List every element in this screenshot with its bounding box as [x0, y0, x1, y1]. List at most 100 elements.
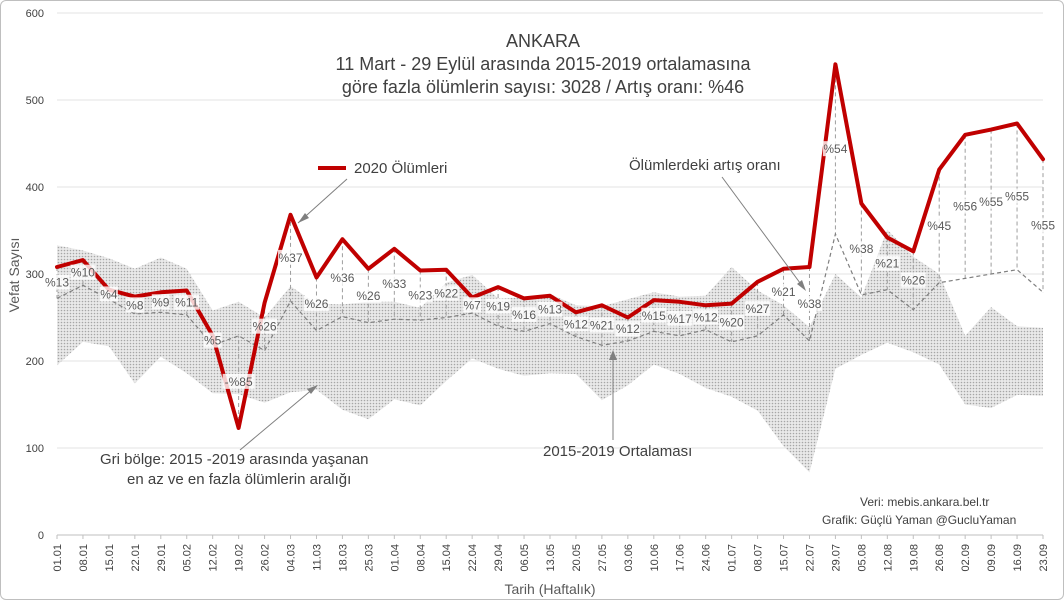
x-tick-label: 08.01 — [78, 544, 90, 572]
x-tick-label: 23.09 — [1038, 544, 1050, 572]
x-tick-label: 06.05 — [519, 544, 531, 572]
gridlines — [57, 12, 1043, 536]
percent-label: %12 — [694, 311, 718, 325]
y-tick-label: 200 — [26, 356, 44, 368]
percent-label-bg — [355, 287, 381, 303]
x-tick-label: 26.08 — [934, 544, 946, 572]
min-max-range-band — [57, 229, 1043, 473]
percent-label-bg — [667, 310, 693, 326]
rate-arrow — [721, 176, 804, 288]
x-tick-label: 16.09 — [1012, 544, 1024, 572]
percent-label: %21 — [590, 318, 614, 332]
x-tick-label: 02.09 — [960, 544, 972, 572]
average-arrowhead — [609, 350, 617, 360]
percent-label: %7 — [463, 298, 481, 312]
x-axis-ticks: 01.01 08.01 15.01 22.01 29.01 05.02 12.02 19.02… — [52, 535, 1050, 572]
chart-title-line-1: ANKARA — [506, 31, 580, 51]
x-tick-label: 05.02 — [182, 544, 194, 572]
percent-labels: %13%10%4%8 %9 %11%5-%85%26%37%26%36%26%33%… — [44, 141, 1056, 389]
x-tick-label: 17.06 — [675, 544, 687, 572]
y-tick-label: 0 — [38, 530, 44, 542]
x-tick-label: 01.04 — [389, 544, 401, 572]
percent-label-bg — [796, 296, 822, 312]
x-tick-label: 26.02 — [260, 544, 272, 572]
percent-label-bg — [900, 272, 926, 288]
y-axis-ticks: 0 100 200 300 400 500 600 — [26, 8, 44, 542]
x-tick-label: 01.01 — [52, 544, 64, 572]
x-tick-label: 27.05 — [597, 544, 609, 572]
x-tick-label: 15.01 — [104, 544, 116, 572]
percent-label-bg — [719, 314, 745, 330]
x-tick-label: 04.03 — [286, 544, 298, 572]
gray-zone-annotation-line-2: en az ve en fazla ölümlerin aralığı — [127, 471, 351, 488]
x-tick-label: 29.01 — [156, 544, 168, 572]
percent-label: %23 — [408, 288, 432, 302]
percent-label: %13 — [538, 303, 562, 317]
percent-label: %38 — [797, 297, 821, 311]
percent-label-bg — [615, 321, 641, 337]
x-tick-label: 01.07 — [727, 544, 739, 572]
percent-label-bg — [641, 307, 667, 323]
x-tick-label: 20.05 — [571, 544, 583, 572]
x-tick-label: 13.05 — [545, 544, 557, 572]
percent-label-bg — [151, 294, 170, 310]
percent-label: %16 — [512, 308, 536, 322]
author-credit: Grafik: Güçlü Yaman @GucluYaman — [822, 513, 1016, 527]
chart-title-line-2: 11 Mart - 29 Eylül arasında 2015-2019 or… — [336, 54, 752, 74]
x-tick-label: 15.07 — [779, 544, 791, 572]
percent-label-bg — [433, 285, 459, 301]
percent-label-bg — [745, 300, 771, 316]
percent-label: %45 — [927, 219, 951, 233]
percent-label-bg — [44, 274, 70, 290]
x-axis-label: Tarih (Haftalık) — [504, 581, 595, 597]
rate-arrowhead — [797, 280, 806, 291]
x-tick-label: 29.07 — [830, 544, 842, 572]
rate-annotation: Ölümlerdeki artış oranı — [629, 156, 781, 174]
x-tick-label: 08.07 — [753, 544, 765, 572]
percent-label-bg — [174, 294, 200, 310]
y-tick-label: 400 — [26, 182, 44, 194]
percent-label: %22 — [434, 287, 458, 301]
percent-label-bg — [222, 373, 255, 389]
percent-label: %13 — [45, 276, 69, 290]
x-tick-label: 12.02 — [208, 544, 220, 572]
percent-label: %56 — [953, 200, 977, 214]
legend-2020-arrowhead — [298, 213, 309, 223]
percent-label: %8 — [126, 298, 144, 312]
percent-label: %15 — [642, 309, 666, 323]
percent-label-bg — [589, 317, 615, 333]
average-annotation: 2015-2019 Ortalaması — [543, 443, 692, 460]
gray-zone-arrowhead — [307, 385, 318, 394]
percent-label-bg — [329, 269, 355, 285]
percent-label-bg — [874, 255, 900, 271]
percent-label-bg — [978, 193, 1004, 209]
chart-title-line-3: göre fazla ölümlerin sayısı: 3028 / Artı… — [342, 77, 744, 97]
x-tick-label: 08.04 — [415, 544, 427, 572]
percent-label-bg — [485, 298, 511, 314]
x-tick-label: 10.06 — [649, 544, 661, 572]
x-tick-label: 03.06 — [623, 544, 635, 572]
x-tick-label: 18.03 — [337, 544, 349, 572]
y-tick-label: 300 — [26, 269, 44, 281]
series-line-2020 — [55, 62, 1045, 430]
x-tick-label: 19.08 — [908, 544, 920, 572]
percent-label-bg — [952, 198, 978, 214]
percent-label-bg — [1030, 217, 1056, 233]
percent-label: %10 — [71, 266, 95, 280]
percent-label: %4 — [100, 287, 118, 301]
percent-label: %27 — [746, 302, 770, 316]
percent-label: %26 — [901, 274, 925, 288]
source-credit: Veri: mebis.ankara.bel.tr — [860, 495, 989, 509]
percent-label-bg — [563, 316, 589, 332]
percent-label: %19 — [486, 300, 510, 314]
percent-label: %33 — [382, 277, 406, 291]
percent-label-bg — [252, 318, 278, 334]
percent-label-bg — [822, 141, 848, 157]
x-tick-label: 05.08 — [856, 544, 868, 572]
percent-label: %55 — [1005, 190, 1029, 204]
percent-label-bg — [278, 249, 304, 265]
x-tick-label: 25.03 — [363, 544, 375, 572]
percent-label: %12 — [564, 317, 588, 331]
percent-label-bg — [303, 296, 329, 312]
y-tick-label: 500 — [26, 95, 44, 107]
